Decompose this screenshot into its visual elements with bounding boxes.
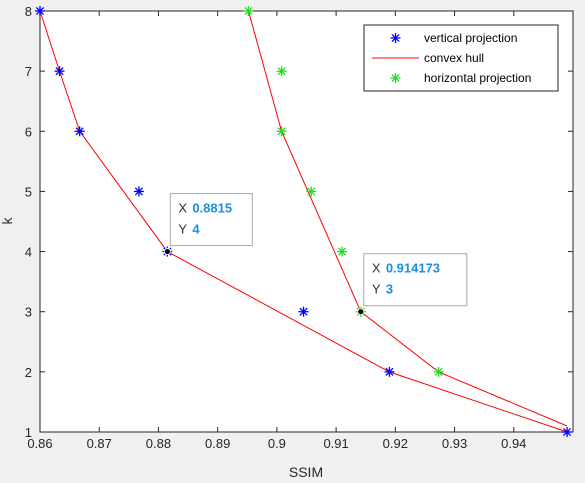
y-tick-label: 8 (25, 4, 32, 19)
vertical-projection-point (54, 66, 65, 77)
asterisk-stroke (55, 67, 64, 76)
legend-swatch-marker (390, 33, 401, 43)
asterisk-stroke (337, 247, 347, 256)
datatip-box (169, 193, 253, 247)
y-tick-label: 7 (25, 64, 32, 79)
x-tick-label: 0.91 (323, 436, 348, 451)
y-tick-label: 1 (25, 425, 32, 440)
vertical-projection-point (35, 6, 45, 16)
legend-swatch-marker (390, 73, 401, 83)
datatip-x-value: 0.914173 (386, 261, 440, 276)
asterisk-stroke (391, 73, 400, 83)
x-tick-label: 0.89 (205, 436, 230, 451)
horizontal-projection-point (433, 366, 444, 377)
y-axis-label: k (0, 217, 15, 225)
axis-ticks: 0.86 0.87 0.88 0.89 0.9 0.91 0.92 0.93 0.94 1 2 3 4 5… (25, 4, 573, 451)
horizontal-projection-point (276, 126, 287, 137)
datatip-box (363, 253, 468, 307)
x-tick-label: 0.93 (442, 436, 467, 451)
x-tick-label: 0.87 (87, 436, 112, 451)
vertical-projection-point (384, 366, 395, 377)
asterisk-stroke (277, 127, 286, 136)
asterisk-stroke (277, 67, 286, 76)
legend-entry: horizontal projection (424, 71, 531, 85)
datatip-y-value: 4 (192, 222, 200, 237)
legend: vertical projection convex hull horizontal… (363, 24, 559, 92)
x-tick-label: 0.88 (146, 436, 171, 451)
convex-hull-line-0 (39, 10, 568, 433)
horizontal-projection-point (337, 246, 348, 257)
y-tick-label: 5 (25, 184, 32, 199)
asterisk-stroke (134, 187, 143, 196)
vertical-projection-point (562, 427, 573, 437)
data-markers (35, 6, 573, 437)
x-tick-label: 0.86 (27, 436, 52, 451)
x-tick-label: 0.94 (501, 436, 526, 451)
asterisk-stroke (307, 187, 316, 196)
legend-entry: convex hull (424, 51, 484, 65)
datatip-x-label: X (372, 261, 381, 276)
x-tick-label: 0.9 (268, 436, 286, 451)
datatip-y-label: Y (178, 222, 187, 237)
datatip-y-label: Y (372, 282, 381, 297)
y-tick-label: 2 (25, 365, 32, 380)
asterisk-stroke (299, 307, 308, 316)
datatip-x-value: 0.8815 (192, 201, 232, 216)
y-tick-label: 3 (25, 305, 32, 320)
datatip-x-label: X (178, 201, 187, 216)
vertical-projection-point (133, 186, 144, 197)
asterisk-stroke (434, 367, 443, 376)
asterisk-stroke (385, 367, 394, 376)
y-tick-label: 4 (25, 245, 32, 260)
vertical-projection-point (74, 126, 85, 137)
x-axis-label: SSIM (289, 464, 323, 480)
horizontal-projection-point (243, 6, 254, 16)
horizontal-projection-point (306, 186, 317, 197)
x-tick-label: 0.92 (383, 436, 408, 451)
asterisk-stroke (391, 33, 400, 43)
datatip-marker (357, 308, 365, 316)
asterisk-stroke (244, 6, 253, 16)
vertical-projection-point (298, 306, 309, 317)
legend-entry: vertical projection (424, 31, 517, 45)
datatip-marker (163, 248, 171, 255)
horizontal-projection-point (276, 66, 287, 77)
datatip[interactable]: X 0.8815 Y 4 (163, 193, 253, 255)
y-tick-label: 6 (25, 124, 32, 139)
asterisk-stroke (563, 427, 572, 437)
datatip-y-value: 3 (386, 282, 393, 297)
datatip[interactable]: X 0.914173 Y 3 (357, 253, 468, 316)
asterisk-stroke (75, 127, 84, 136)
asterisk-stroke (35, 6, 45, 16)
